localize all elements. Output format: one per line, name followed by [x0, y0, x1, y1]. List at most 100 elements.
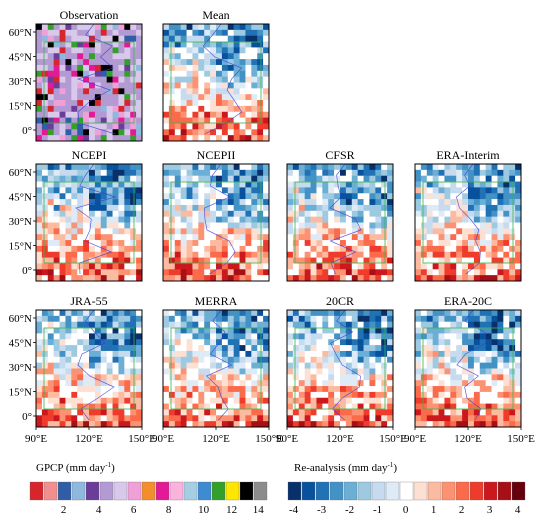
- field-cell: [94, 391, 102, 399]
- field-cell: [83, 409, 90, 416]
- field-cell: [59, 245, 66, 253]
- field-cell: [304, 234, 311, 241]
- field-cell: [210, 275, 217, 282]
- field-cell: [47, 380, 54, 387]
- field-cell: [503, 368, 510, 375]
- field-cell: [124, 269, 131, 276]
- field-cell: [77, 210, 84, 217]
- field-cell: [438, 333, 445, 340]
- field-cell: [130, 321, 137, 328]
- colorbar-swatch: [127, 481, 142, 501]
- field-cell: [36, 175, 43, 182]
- field-cell: [186, 76, 193, 83]
- field-cell: [77, 374, 84, 381]
- field-cell: [118, 210, 125, 217]
- field-cell: [345, 421, 353, 428]
- field-cell: [304, 310, 311, 317]
- field-cell: [168, 356, 176, 363]
- field-cell: [334, 193, 341, 200]
- field-cell: [257, 391, 264, 399]
- field-cell: [89, 310, 96, 317]
- field-cell: [36, 35, 43, 42]
- field-cell: [420, 251, 428, 258]
- field-cell: [83, 222, 90, 229]
- field-cell: [322, 409, 329, 416]
- field-cell: [106, 362, 113, 369]
- field-cell: [450, 240, 457, 247]
- field-cell: [136, 123, 143, 130]
- field-cell: [438, 251, 445, 258]
- field-cell: [369, 362, 376, 369]
- field-cell: [239, 181, 246, 188]
- field-cell: [198, 210, 205, 217]
- lon-tick-label: 90°E: [404, 433, 426, 445]
- field-cell: [375, 391, 382, 399]
- field-cell: [216, 380, 223, 387]
- field-cell: [263, 386, 270, 393]
- field-cell: [263, 368, 270, 375]
- field-cell: [94, 415, 102, 422]
- field-cell: [216, 374, 223, 381]
- field-cell: [198, 228, 205, 235]
- field-cell: [118, 59, 125, 66]
- field-cell: [100, 59, 107, 66]
- field-cell: [292, 397, 300, 404]
- field-cell: [221, 210, 229, 217]
- field-cell: [357, 374, 364, 381]
- field-cell: [251, 421, 258, 428]
- field-cell: [221, 234, 229, 241]
- field-cell: [216, 82, 223, 89]
- field-cell: [420, 164, 428, 171]
- field-cell: [462, 380, 469, 387]
- field-cell: [94, 216, 102, 223]
- field-cell: [180, 175, 187, 182]
- field-cell: [304, 333, 311, 340]
- field-cell: [118, 327, 125, 334]
- field-cell: [216, 368, 223, 375]
- field-cell: [227, 415, 234, 422]
- field-cell: [180, 339, 187, 346]
- field-cell: [192, 234, 199, 241]
- field-cell: [375, 409, 382, 416]
- field-cell: [198, 327, 205, 334]
- field-cell: [257, 181, 264, 188]
- field-cell: [509, 339, 516, 346]
- colorbar-swatch: [483, 481, 498, 501]
- field-cell: [174, 421, 181, 428]
- field-cell: [83, 117, 90, 124]
- field-cell: [83, 321, 90, 328]
- field-cell: [65, 187, 72, 194]
- field-cell: [432, 169, 439, 176]
- field-cell: [227, 374, 234, 381]
- field-cell: [462, 193, 469, 200]
- field-cell: [221, 82, 229, 89]
- field-cell: [316, 181, 323, 188]
- field-cell: [491, 234, 498, 241]
- field-cell: [89, 76, 96, 83]
- field-cell: [106, 228, 113, 235]
- field-cell: [468, 164, 475, 171]
- field-cell: [71, 269, 78, 276]
- field-cell: [287, 181, 294, 188]
- field-cell: [381, 356, 388, 363]
- field-cell: [239, 111, 246, 118]
- field-cell: [239, 409, 246, 416]
- field-cell: [71, 204, 78, 212]
- field-cell: [415, 380, 422, 387]
- field-cell: [71, 263, 78, 270]
- field-cell: [369, 257, 376, 264]
- field-cell: [41, 263, 49, 270]
- field-cell: [89, 415, 96, 422]
- field-cell: [163, 228, 170, 235]
- region-box: [170, 41, 262, 124]
- field-cell: [130, 403, 137, 410]
- field-cell: [227, 76, 234, 83]
- field-cell: [89, 181, 96, 188]
- field-cell: [450, 350, 457, 358]
- field-cell: [124, 135, 131, 142]
- field-cell: [485, 339, 492, 346]
- field-cell: [65, 386, 72, 393]
- field-cell: [210, 47, 217, 54]
- field-cell: [94, 24, 102, 31]
- field-cell: [59, 339, 66, 346]
